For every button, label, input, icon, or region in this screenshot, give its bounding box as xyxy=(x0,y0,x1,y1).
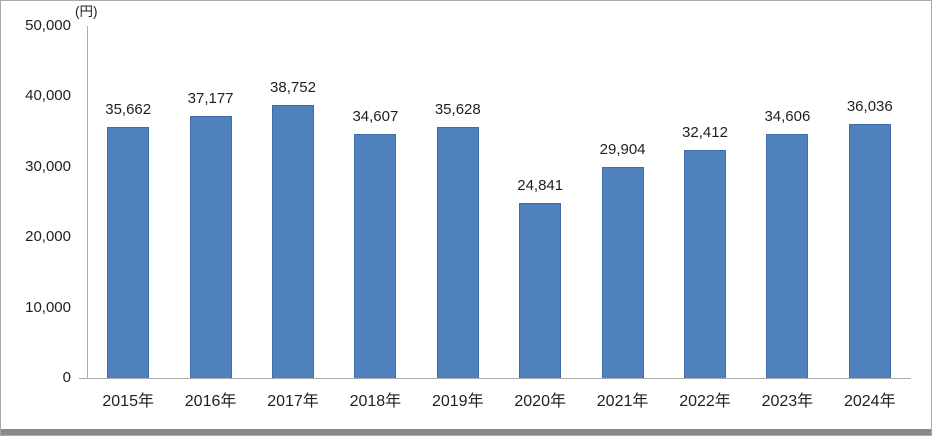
y-tick-label: 30,000 xyxy=(25,157,71,175)
bar xyxy=(684,149,726,378)
bar xyxy=(601,167,644,378)
bar xyxy=(272,105,314,378)
x-category-label: 2018年 xyxy=(349,393,402,410)
bar-value-label: 34,607 xyxy=(352,108,399,126)
bar-value-label: 36,036 xyxy=(846,98,893,116)
y-tick-label: 40,000 xyxy=(25,87,71,105)
y-tick-label: 10,000 xyxy=(25,298,71,316)
x-category-label: 2023年 xyxy=(761,393,814,410)
y-tick-label: 50,000 xyxy=(25,17,71,34)
bar xyxy=(848,124,891,378)
y-tick-label: 0 xyxy=(62,369,71,386)
bar-value-label: 35,628 xyxy=(434,101,481,119)
x-category-label: 2016年 xyxy=(184,393,237,410)
x-category-label: 2021年 xyxy=(596,393,649,410)
bar-value-label: 32,412 xyxy=(682,123,728,141)
bar-value-label: 38,752 xyxy=(270,79,316,97)
bottom-edge-strip xyxy=(1,429,931,435)
bar xyxy=(436,127,479,378)
y-tick-label: 20,000 xyxy=(25,228,71,246)
bar-value-label: 34,606 xyxy=(764,108,811,126)
x-axis-line xyxy=(79,378,911,379)
x-category-label: 2020年 xyxy=(514,393,566,410)
bar-value-label: 35,662 xyxy=(105,100,152,118)
bar xyxy=(189,116,232,378)
bar-value-label: 29,904 xyxy=(599,141,646,159)
y-axis-unit-label: (円) xyxy=(75,4,98,19)
bar-value-label: 37,177 xyxy=(187,90,234,108)
x-category-label: 2022年 xyxy=(679,393,731,410)
bar xyxy=(107,126,150,378)
bar xyxy=(519,203,562,378)
bar xyxy=(354,134,397,378)
x-category-label: 2017年 xyxy=(267,393,319,410)
x-category-label: 2024年 xyxy=(843,393,896,410)
x-category-label: 2019年 xyxy=(431,393,484,410)
x-category-label: 2015年 xyxy=(102,393,154,410)
bar xyxy=(766,134,809,378)
bar-value-label: 24,841 xyxy=(517,177,564,195)
y-axis-line xyxy=(87,26,88,378)
